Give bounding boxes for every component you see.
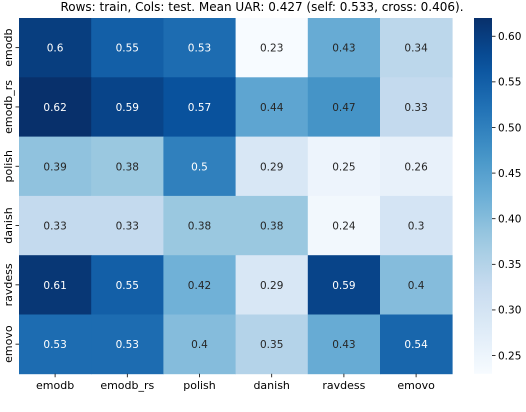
- colorbar-tick-label: 0.40: [498, 214, 521, 226]
- row-label: danish: [2, 207, 15, 243]
- heatmap-cell: [19, 18, 92, 78]
- cell-value-label: 0.43: [332, 43, 355, 55]
- colorbar-gradient: [474, 18, 492, 374]
- cell-value-label: 0.44: [260, 102, 284, 114]
- heatmap-cell: [380, 77, 453, 137]
- heatmap-cell: [91, 77, 164, 137]
- heatmap-cell: [19, 255, 92, 315]
- cell-value-label: 0.59: [332, 280, 355, 292]
- row-label: emodb: [2, 29, 15, 67]
- heatmap-cell: [380, 136, 453, 197]
- cell-value-label: 0.29: [260, 161, 283, 173]
- heatmap-cell: [235, 195, 309, 256]
- heatmap-cell: [235, 18, 309, 78]
- cell-value-label: 0.57: [188, 102, 211, 114]
- cell-value-label: 0.43: [332, 339, 355, 351]
- heatmap-cell: [91, 314, 164, 375]
- cell-value-label: 0.39: [43, 161, 66, 173]
- heatmap-cell: [19, 314, 92, 375]
- heatmap-cell: [307, 77, 381, 137]
- heatmap-cell: [163, 136, 236, 197]
- cell-value-label: 0.53: [43, 339, 66, 351]
- cell-value-label: 0.29: [260, 280, 283, 292]
- cell-value-label: 0.33: [43, 221, 66, 233]
- heatmap-cell: [380, 18, 453, 78]
- cell-value-label: 0.4: [191, 339, 208, 351]
- heatmap-cell: [91, 255, 164, 315]
- cell-value-label: 0.23: [260, 43, 283, 55]
- row-label: ravdess: [2, 263, 15, 306]
- heatmap-cell: [307, 195, 381, 256]
- colorbar-tick-label: 0.60: [498, 31, 521, 43]
- heatmap-cell: [163, 255, 236, 315]
- col-label: ravdess: [322, 379, 365, 392]
- heatmap-cell: [163, 195, 236, 256]
- heatmap-cell: [307, 18, 381, 78]
- cell-value-label: 0.35: [260, 339, 283, 351]
- heatmap-cell: [380, 195, 453, 256]
- cell-value-label: 0.38: [260, 221, 283, 233]
- cell-value-label: 0.55: [116, 43, 139, 55]
- colorbar-tick-label: 0.30: [498, 305, 521, 317]
- colorbar: 0.25 0.30 0.35 0.40 0.45 0.50 0.55 0.60: [474, 18, 521, 374]
- row-label: emodb_rs: [2, 80, 15, 134]
- heatmap-cell: [235, 255, 309, 315]
- colorbar-tick-label: 0.50: [498, 122, 521, 134]
- heatmap-cell: [307, 314, 381, 375]
- heatmap-cell: [235, 136, 309, 197]
- cell-value-label: 0.34: [404, 43, 428, 55]
- cell-value-label: 0.42: [188, 280, 211, 292]
- cell-value-label: 0.25: [332, 161, 355, 173]
- cell-value-label: 0.4: [408, 280, 425, 292]
- cell-value-label: 0.55: [116, 280, 139, 292]
- heatmap-cell: [91, 195, 164, 256]
- cell-value-label: 0.59: [116, 102, 139, 114]
- cell-value-label: 0.6: [47, 43, 64, 55]
- heatmap-cell: [19, 136, 92, 197]
- cell-value-label: 0.38: [188, 221, 211, 233]
- heatmap-cell: [91, 18, 164, 78]
- cell-value-label: 0.62: [43, 102, 66, 114]
- chart-title: Rows: train, Cols: test. Mean UAR: 0.427…: [60, 0, 463, 14]
- colorbar-tick-label: 0.55: [498, 77, 521, 89]
- heatmap-cell: [163, 18, 236, 78]
- heatmap-cell: [235, 314, 309, 375]
- row-label: emovo: [2, 325, 15, 363]
- row-label: polish: [2, 150, 15, 183]
- cell-value-label: 0.47: [332, 102, 355, 114]
- heatmap-cell: [235, 77, 309, 137]
- cell-value-label: 0.26: [404, 161, 428, 173]
- heatmap-cell: [380, 255, 453, 315]
- heatmap-cell: [19, 77, 92, 137]
- cell-value-label: 0.33: [404, 102, 427, 114]
- heatmap-cell: [307, 255, 381, 315]
- col-label: emovo: [397, 379, 435, 392]
- cell-value-label: 0.53: [188, 43, 211, 55]
- col-label: danish: [253, 379, 289, 392]
- heatmap-cell: [91, 136, 164, 197]
- cell-value-label: 0.33: [116, 221, 139, 233]
- colorbar-tick-label: 0.25: [498, 350, 521, 362]
- cell-value-label: 0.24: [332, 221, 356, 233]
- cell-value-label: 0.5: [191, 161, 208, 173]
- cell-value-label: 0.61: [43, 280, 66, 292]
- heatmap-cell: [380, 314, 453, 375]
- heatmap-cell: [163, 77, 236, 137]
- cell-value-label: 0.38: [116, 161, 139, 173]
- col-label: emodb_rs: [100, 379, 154, 392]
- cell-value-label: 0.54: [404, 339, 428, 351]
- col-label: polish: [183, 379, 216, 392]
- col-label: emodb: [36, 379, 74, 392]
- colorbar-tick-label: 0.45: [498, 168, 521, 180]
- heatmap-cell: [19, 195, 92, 256]
- cell-value-label: 0.53: [116, 339, 139, 351]
- heatmap-cell: [307, 136, 381, 197]
- col-labels: emodb emodb_rs polish danish ravdess emovo: [36, 373, 435, 392]
- heatmap-cell: [163, 314, 236, 375]
- colorbar-tick-label: 0.35: [498, 259, 521, 271]
- cell-value-label: 0.3: [408, 221, 425, 233]
- heatmap-cells: 0.6 0.55 0.53 0.23 0.43 0.34 0.62 0.59 0.57 0.44 0…: [19, 18, 453, 375]
